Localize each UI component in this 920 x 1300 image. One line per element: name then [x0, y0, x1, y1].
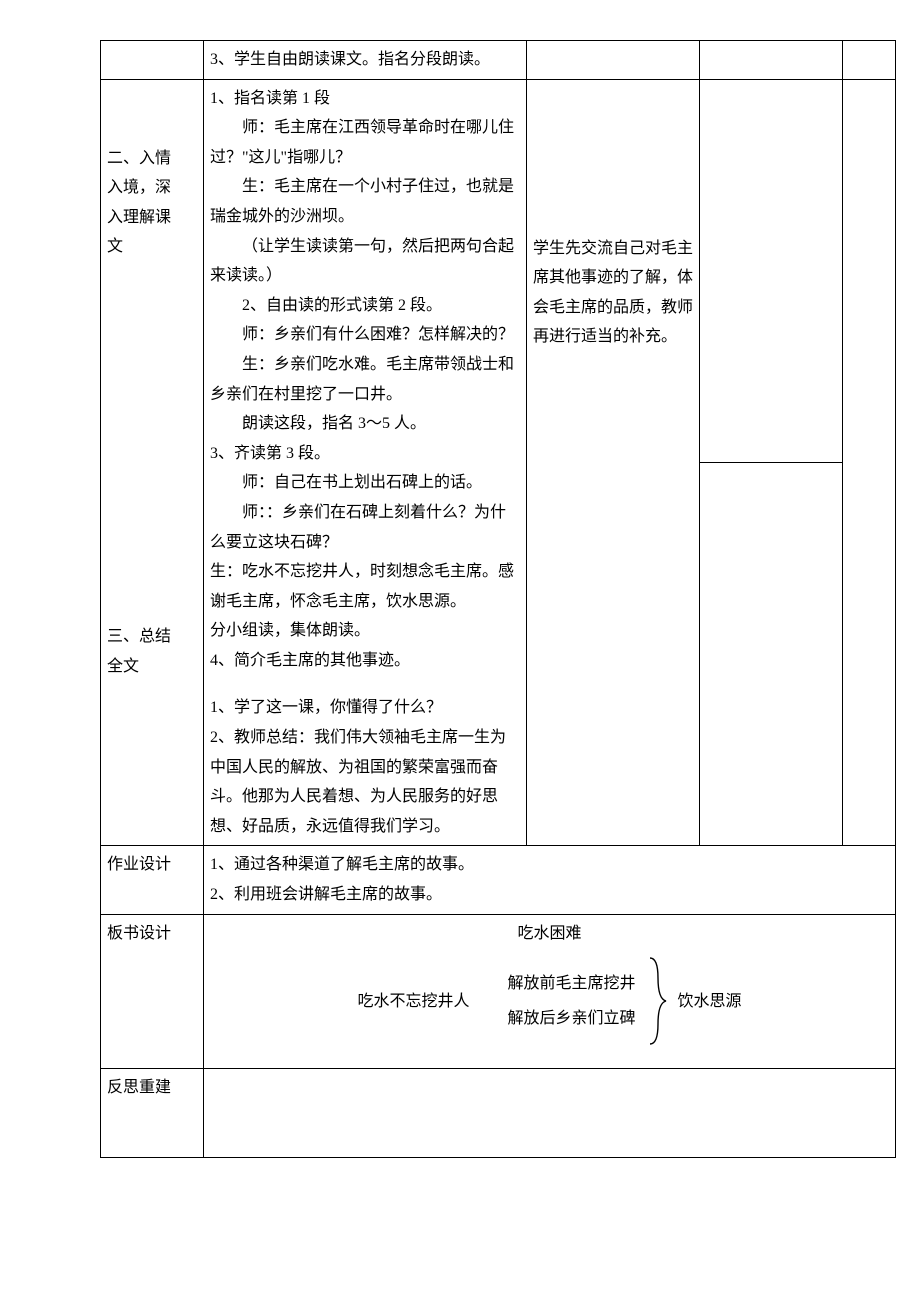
section-title-3: 三、总结 全文 — [107, 622, 197, 681]
text: 文 — [107, 238, 123, 255]
cell-extra1-1 — [700, 79, 843, 462]
cell-extra2-0 — [843, 41, 896, 80]
text: 师：自己在书上划出石碑上的话。 — [210, 468, 520, 498]
text: 4、简介毛主席的其他事迹。 — [210, 652, 410, 669]
text: 师：乡亲们有什么困难？怎样解决的？ — [210, 320, 520, 350]
text: 3、齐读第 3 段。 — [210, 445, 330, 462]
text: （让学生读读第一句，然后把两句合起来读读。） — [210, 232, 520, 291]
text: 师：：乡亲们在石碑上刻着什么？为什么要立这块石碑？ — [210, 498, 520, 557]
section-title-hw: 作业设计 — [107, 856, 171, 873]
text: 2、利用班会讲解毛主席的故事。 — [210, 886, 442, 903]
cell-main-1: 1、指名读第 1 段 师：毛主席在江西领导革命时在哪儿住过？"这儿"指哪儿？ 生… — [204, 79, 527, 846]
cell-main-0: 3、学生自由朗读课文。指名分段朗读。 — [204, 41, 527, 80]
cell-hw-content: 1、通过各种渠道了解毛主席的故事。 2、利用班会讲解毛主席的故事。 — [204, 846, 896, 914]
cell-extra1-2 — [700, 463, 843, 846]
text: 全文 — [107, 658, 139, 675]
cell-note-0 — [527, 41, 700, 80]
text: 学生先交流自己对毛主席其他事迹的了解，体会毛主席的品质，教师再进行适当的补充。 — [533, 240, 693, 346]
text: 朗读这段，指名 3～5 人。 — [210, 409, 520, 439]
section-title-reflect: 反思重建 — [107, 1079, 171, 1096]
text: 三、总结 — [107, 628, 171, 645]
text: 2、自由读的形式读第 2 段。 — [210, 291, 520, 321]
text: 分小组读，集体朗读。 — [210, 622, 370, 639]
section-title-board: 板书设计 — [107, 925, 171, 942]
lesson-plan-page: 3、学生自由朗读课文。指名分段朗读。 二、入情 入境，深 入理解课 文 三、总结… — [0, 0, 920, 1198]
text: 生：吃水不忘挖井人，时刻想念毛主席。感谢毛主席，怀念毛主席，饮水思源。 — [210, 563, 514, 610]
table-row: 二、入情 入境，深 入理解课 文 三、总结 全文 1、指名读第 1 段 师：毛主… — [101, 79, 896, 462]
cell-note-1: 学生先交流自己对毛主席其他事迹的了解，体会毛主席的品质，教师再进行适当的补充。 — [527, 79, 700, 846]
cell-reflect-content — [204, 1069, 896, 1158]
text: 2、教师总结：我们伟大领袖毛主席一生为中国人民的解放、为祖国的繁荣富强而奋斗。他… — [210, 729, 506, 835]
table-row: 作业设计 1、通过各种渠道了解毛主席的故事。 2、利用班会讲解毛主席的故事。 — [101, 846, 896, 914]
board-diagram: 吃水不忘挖井人 解放前毛主席挖井 解放后乡亲们立碑 饮水思源 — [210, 948, 889, 1064]
lesson-plan-table: 3、学生自由朗读课文。指名分段朗读。 二、入情 入境，深 入理解课 文 三、总结… — [100, 40, 896, 1158]
text: 1、通过各种渠道了解毛主席的故事。 — [210, 856, 474, 873]
cell-label-board: 板书设计 — [101, 914, 204, 1069]
table-row: 板书设计 吃水困难 吃水不忘挖井人 解放前毛主席挖井 解放后乡亲们立碑 饮水思源 — [101, 914, 896, 1069]
text: 3、学生自由朗读课文。指名分段朗读。 — [210, 51, 490, 68]
text: 师：毛主席在江西领导革命时在哪儿住过？"这儿"指哪儿？ — [210, 113, 520, 172]
section-title-2: 二、入情 入境，深 入理解课 文 — [107, 144, 197, 262]
brace-icon — [646, 956, 668, 1046]
cell-label-1: 二、入情 入境，深 入理解课 文 三、总结 全文 — [101, 79, 204, 846]
board-right: 饮水思源 — [678, 984, 742, 1019]
text: 二、入情 — [107, 150, 171, 167]
table-row: 反思重建 — [101, 1069, 896, 1158]
cell-extra2-1 — [843, 79, 896, 846]
text: 1、学了这一课，你懂得了什么？ — [210, 699, 442, 716]
text: 生：乡亲们吃水难。毛主席带领战士和乡亲们在村里挖了一口井。 — [210, 350, 520, 409]
board-mid2: 解放后乡亲们立碑 — [507, 1001, 635, 1036]
table-row: 3、学生自由朗读课文。指名分段朗读。 — [101, 41, 896, 80]
board-left: 吃水不忘挖井人 — [357, 984, 469, 1019]
text: 1、指名读第 1 段 — [210, 90, 330, 107]
board-top: 吃水困难 — [210, 919, 889, 949]
cell-label-reflect: 反思重建 — [101, 1069, 204, 1158]
cell-label-0 — [101, 41, 204, 80]
text: 生：毛主席在一个小村子住过，也就是瑞金城外的沙洲坝。 — [210, 172, 520, 231]
cell-board-content: 吃水困难 吃水不忘挖井人 解放前毛主席挖井 解放后乡亲们立碑 饮水思源 — [204, 914, 896, 1069]
text: 入境，深 — [107, 179, 171, 196]
text: 入理解课 — [107, 209, 171, 226]
cell-label-hw: 作业设计 — [101, 846, 204, 914]
board-mid1: 解放前毛主席挖井 — [507, 966, 635, 1001]
cell-extra1-0 — [700, 41, 843, 80]
